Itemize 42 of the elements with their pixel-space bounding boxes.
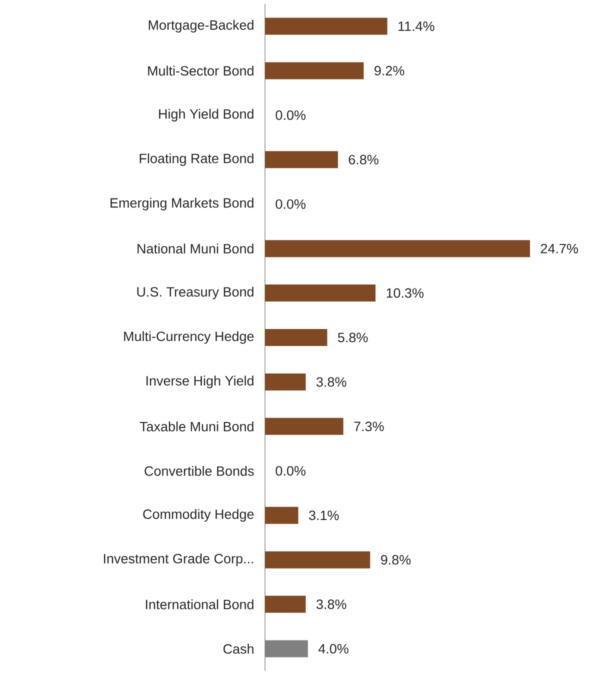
data-label: 3.8% (316, 377, 346, 387)
data-label: 9.8% (380, 555, 411, 565)
y-tick-label: Convertible Bonds (144, 466, 254, 476)
y-tick-label: Taxable Muni Bond (140, 421, 254, 432)
bar (265, 596, 306, 613)
data-label: 9.2% (374, 66, 404, 76)
bar (265, 18, 388, 35)
bar (265, 284, 376, 302)
y-tick-label: Floating Rate Bond (140, 153, 254, 166)
y-tick-label: Emerging Markets Bond (110, 198, 254, 210)
data-label: 5.8% (338, 332, 368, 342)
bar (265, 551, 370, 568)
data-label: 4.0% (318, 644, 348, 654)
bar (265, 62, 364, 80)
y-tick-label: Commodity Hedge (143, 509, 254, 522)
data-label: 10.3% (386, 288, 424, 298)
data-label: 6.8% (348, 154, 378, 164)
data-label: 0.0% (276, 466, 306, 476)
y-tick-label: Cash (223, 644, 254, 654)
bar (265, 506, 298, 524)
y-tick-label: Investment Grade Corp... (104, 554, 254, 566)
y-tick-label: Multi-Currency Hedge (124, 331, 254, 344)
data-label: 0.0% (276, 110, 306, 120)
bar (265, 151, 338, 168)
bar (265, 328, 328, 346)
y-tick-label: International Bond (146, 599, 254, 610)
y-tick-label: High Yield Bond (159, 108, 254, 122)
y-tick-label: Mortgage-Backed (148, 20, 254, 33)
bar (265, 640, 308, 658)
data-label: 0.0% (276, 199, 306, 209)
data-label: 3.8% (316, 600, 346, 610)
bar (265, 418, 344, 435)
data-label: 24.7% (540, 244, 578, 254)
y-tick-label: Multi-Sector Bond (148, 66, 254, 76)
data-label: 7.3% (354, 422, 384, 432)
bar (265, 373, 306, 390)
data-label: 3.1% (308, 510, 339, 520)
y-tick-label: National Muni Bond (138, 244, 254, 254)
bar (265, 240, 530, 258)
y-tick-label: U.S. Treasury Bond (137, 286, 254, 300)
y-tick-label: Inverse High Yield (146, 376, 254, 388)
data-label: 11.4% (398, 22, 434, 31)
